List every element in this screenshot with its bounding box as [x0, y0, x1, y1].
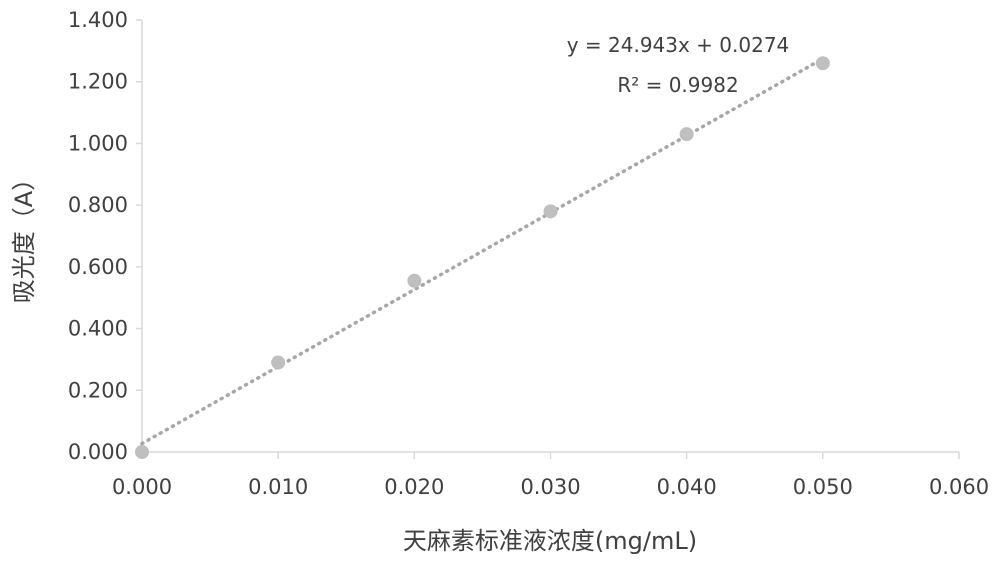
data-points	[135, 56, 830, 459]
data-point	[407, 273, 422, 288]
axes	[136, 19, 960, 459]
data-point	[271, 355, 286, 370]
data-point	[815, 56, 830, 71]
y-tick-label: 1.400	[68, 8, 128, 32]
equation-label: y = 24.943x + 0.0274	[567, 33, 790, 57]
y-tick-label: 0.200	[68, 378, 128, 402]
x-tick-label: 0.050	[793, 475, 853, 499]
data-point	[543, 204, 558, 219]
y-tick-label: 1.200	[68, 70, 128, 94]
x-tick-label: 0.020	[384, 475, 444, 499]
y-tick-label: 0.800	[68, 193, 128, 217]
data-point	[679, 127, 694, 142]
y-tick-label: 0.600	[68, 255, 128, 279]
trendline	[140, 56, 825, 446]
tick-labels: 0.000 0.200 0.400 0.600 0.800 1.000 1.200 1.400…	[68, 8, 989, 499]
x-tick-label: 0.060	[929, 475, 989, 499]
trendline-layer	[140, 56, 825, 446]
y-tick-label: 0.000	[68, 440, 128, 464]
x-tick-label: 0.000	[112, 475, 172, 499]
x-tick-label: 0.040	[657, 475, 717, 499]
y-tick-label: 1.000	[68, 131, 128, 155]
data-point	[135, 445, 149, 459]
x-tick-label: 0.030	[520, 475, 580, 499]
y-tick-label: 0.400	[68, 317, 128, 341]
x-axis-title: 天麻素标准液浓度(mg/mL)	[403, 527, 697, 555]
r2-label: R² = 0.9982	[617, 73, 738, 97]
y-axis-title: 吸光度（A）	[10, 167, 38, 303]
x-tick-label: 0.010	[248, 475, 308, 499]
